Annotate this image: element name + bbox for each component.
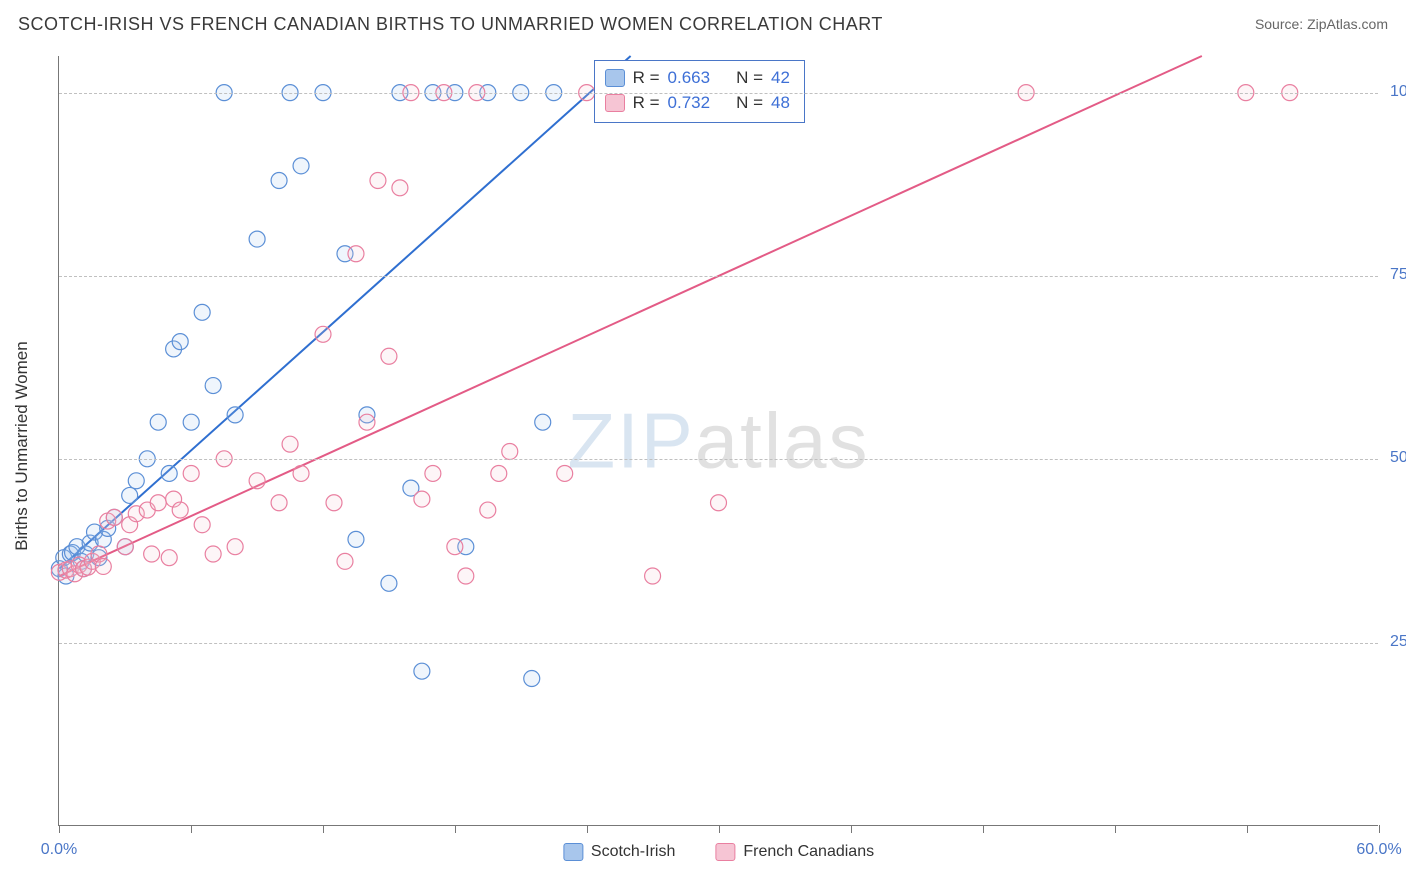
data-point-french_canadians bbox=[491, 465, 507, 481]
data-point-french_canadians bbox=[315, 326, 331, 342]
data-point-french_canadians bbox=[480, 502, 496, 518]
data-point-french_canadians bbox=[502, 443, 518, 459]
data-point-french_canadians bbox=[144, 546, 160, 562]
data-point-scotch_irish bbox=[172, 334, 188, 350]
x-tick bbox=[191, 825, 192, 833]
legend-swatch bbox=[715, 843, 735, 861]
data-point-scotch_irish bbox=[205, 378, 221, 394]
y-axis-label: Births to Unmarried Women bbox=[12, 341, 32, 550]
legend-label: Scotch-Irish bbox=[591, 843, 675, 861]
legend-r-label: R = bbox=[633, 90, 660, 116]
data-point-scotch_irish bbox=[183, 414, 199, 430]
data-point-french_canadians bbox=[370, 173, 386, 189]
legend-swatch bbox=[605, 94, 625, 112]
plot-area: ZIPatlas R =0.663N =42R =0.732N =48 Scot… bbox=[58, 56, 1378, 826]
x-tick bbox=[323, 825, 324, 833]
trend-line-french_canadians bbox=[59, 56, 1202, 576]
legend-r-value: 0.663 bbox=[668, 65, 711, 91]
data-point-french_canadians bbox=[458, 568, 474, 584]
corr-legend-row-scotch_irish: R = 0.663 N = 42 bbox=[605, 65, 790, 91]
gridline bbox=[59, 276, 1378, 277]
data-point-french_canadians bbox=[205, 546, 221, 562]
corr-legend-row-french_canadians: R = 0.732 N = 48 bbox=[605, 90, 790, 116]
y-tick-label: 50.0% bbox=[1380, 449, 1406, 467]
legend-item-french_canadians: French Canadians bbox=[715, 843, 874, 861]
data-point-french_canadians bbox=[381, 348, 397, 364]
title-bar: SCOTCH-IRISH VS FRENCH CANADIAN BIRTHS T… bbox=[0, 0, 1406, 48]
data-point-scotch_irish bbox=[348, 531, 364, 547]
x-tick-label: 60.0% bbox=[1356, 841, 1401, 859]
data-point-scotch_irish bbox=[227, 407, 243, 423]
x-tick bbox=[1379, 825, 1380, 833]
legend-item-scotch_irish: Scotch-Irish bbox=[563, 843, 675, 861]
data-point-french_canadians bbox=[150, 495, 166, 511]
legend-n-label: N = bbox=[736, 65, 763, 91]
data-point-french_canadians bbox=[359, 414, 375, 430]
y-tick-label: 25.0% bbox=[1380, 633, 1406, 651]
legend-r-value: 0.732 bbox=[668, 90, 711, 116]
x-tick bbox=[455, 825, 456, 833]
legend-n-value: 42 bbox=[771, 65, 790, 91]
data-point-french_canadians bbox=[194, 517, 210, 533]
data-point-french_canadians bbox=[117, 539, 133, 555]
data-point-french_canadians bbox=[645, 568, 661, 584]
gridline bbox=[59, 643, 1378, 644]
data-point-french_canadians bbox=[95, 558, 111, 574]
data-point-scotch_irish bbox=[122, 487, 138, 503]
data-point-french_canadians bbox=[249, 473, 265, 489]
data-point-scotch_irish bbox=[293, 158, 309, 174]
data-point-french_canadians bbox=[326, 495, 342, 511]
data-point-french_canadians bbox=[282, 436, 298, 452]
data-point-french_canadians bbox=[293, 465, 309, 481]
data-point-french_canadians bbox=[414, 491, 430, 507]
legend-r-label: R = bbox=[633, 65, 660, 91]
data-point-french_canadians bbox=[161, 550, 177, 566]
data-point-french_canadians bbox=[348, 246, 364, 262]
data-point-french_canadians bbox=[392, 180, 408, 196]
y-tick-label: 100.0% bbox=[1380, 83, 1406, 101]
correlation-legend: R = 0.663 N = 42 R = 0.732 N = 48 bbox=[594, 60, 805, 123]
data-point-french_canadians bbox=[106, 509, 122, 525]
data-point-french_canadians bbox=[447, 539, 463, 555]
legend-n-label: N = bbox=[736, 90, 763, 116]
data-point-scotch_irish bbox=[535, 414, 551, 430]
legend-swatch bbox=[563, 843, 583, 861]
x-tick bbox=[587, 825, 588, 833]
x-tick bbox=[59, 825, 60, 833]
data-point-french_canadians bbox=[711, 495, 727, 511]
scatter-svg bbox=[59, 56, 1378, 825]
data-point-scotch_irish bbox=[249, 231, 265, 247]
legend-swatch bbox=[605, 69, 625, 87]
data-point-scotch_irish bbox=[414, 663, 430, 679]
gridline bbox=[59, 459, 1378, 460]
series-legend: Scotch-Irish French Canadians bbox=[563, 843, 874, 861]
data-point-scotch_irish bbox=[194, 304, 210, 320]
data-point-french_canadians bbox=[172, 502, 188, 518]
gridline bbox=[59, 93, 1378, 94]
data-point-scotch_irish bbox=[161, 465, 177, 481]
x-tick bbox=[1115, 825, 1116, 833]
trend-line-scotch_irish bbox=[59, 56, 630, 569]
legend-label: French Canadians bbox=[743, 843, 874, 861]
data-point-french_canadians bbox=[425, 465, 441, 481]
data-point-french_canadians bbox=[557, 465, 573, 481]
x-tick bbox=[983, 825, 984, 833]
data-point-scotch_irish bbox=[524, 671, 540, 687]
data-point-french_canadians bbox=[227, 539, 243, 555]
data-point-scotch_irish bbox=[150, 414, 166, 430]
x-tick-label: 0.0% bbox=[41, 841, 77, 859]
y-tick-label: 75.0% bbox=[1380, 266, 1406, 284]
data-point-french_canadians bbox=[271, 495, 287, 511]
data-point-french_canadians bbox=[337, 553, 353, 569]
data-point-french_canadians bbox=[183, 465, 199, 481]
x-tick bbox=[1247, 825, 1248, 833]
x-tick bbox=[719, 825, 720, 833]
data-point-scotch_irish bbox=[271, 173, 287, 189]
legend-n-value: 48 bbox=[771, 90, 790, 116]
data-point-scotch_irish bbox=[381, 575, 397, 591]
chart-title: SCOTCH-IRISH VS FRENCH CANADIAN BIRTHS T… bbox=[18, 14, 883, 35]
data-point-scotch_irish bbox=[128, 473, 144, 489]
x-tick bbox=[851, 825, 852, 833]
source-label: Source: ZipAtlas.com bbox=[1255, 16, 1388, 32]
